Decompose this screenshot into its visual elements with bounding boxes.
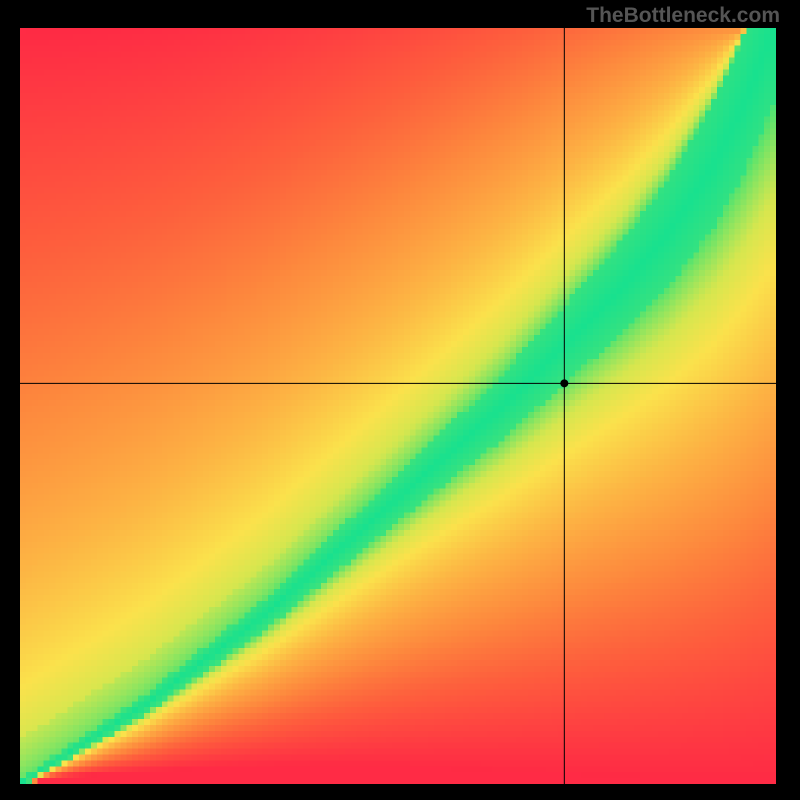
watermark-text: TheBottleneck.com <box>586 4 780 28</box>
bottleneck-heatmap <box>20 28 776 784</box>
chart-container: TheBottleneck.com <box>0 0 800 800</box>
